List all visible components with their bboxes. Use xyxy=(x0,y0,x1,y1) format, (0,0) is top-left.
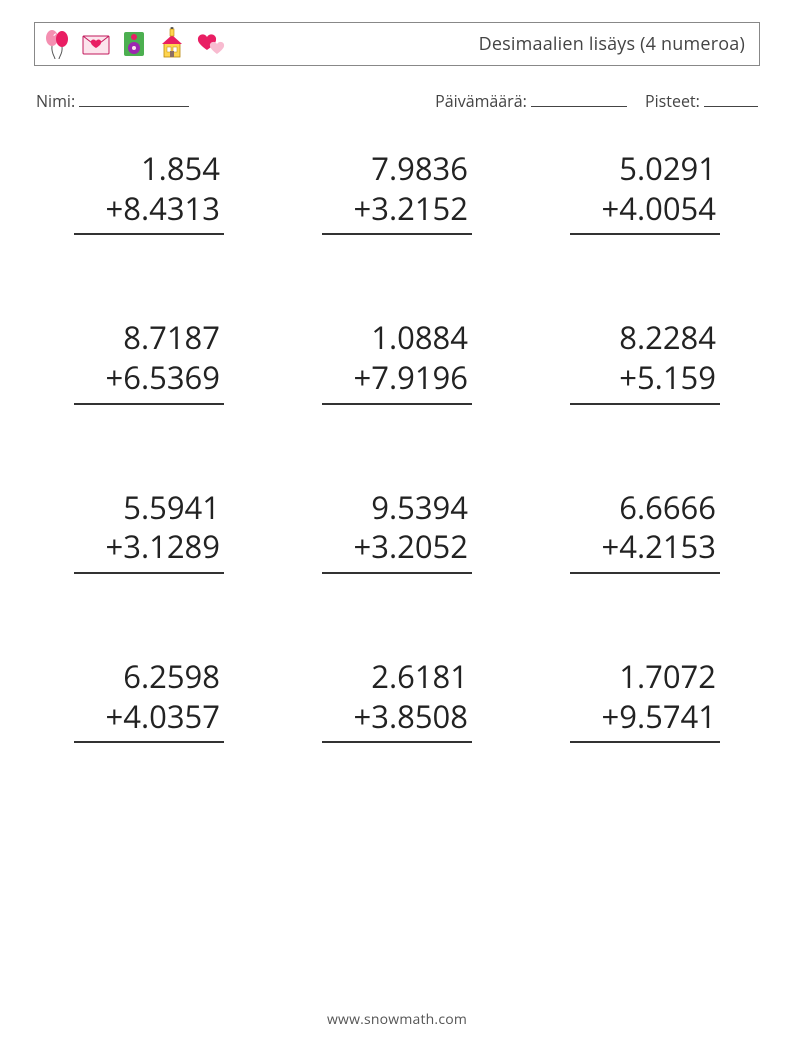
problem: 6.6666+4.2153 xyxy=(556,489,734,574)
addend-top: 2.6181 xyxy=(326,658,468,698)
addend-bottom: +4.2153 xyxy=(574,528,716,568)
addition-problem: 9.5394+3.2052 xyxy=(322,489,472,574)
icon-strip xyxy=(41,27,227,61)
problem: 8.7187+6.5369 xyxy=(60,319,238,404)
addition-problem: 7.9836+3.2152 xyxy=(322,150,472,235)
addend-top: 8.2284 xyxy=(574,319,716,359)
addend-bottom: +5.159 xyxy=(574,359,716,399)
date-field: Päivämäärä: xyxy=(435,90,627,112)
envelope-icon xyxy=(79,27,113,61)
score-blank[interactable] xyxy=(704,91,758,107)
addend-top: 5.0291 xyxy=(574,150,716,190)
meta-row: Nimi: Päivämäärä: Pisteet: xyxy=(34,90,760,112)
worksheet-title: Desimaalien lisäys (4 numeroa) xyxy=(479,32,745,56)
addition-problem: 1.7072+9.5741 xyxy=(570,658,720,743)
addend-bottom: +7.9196 xyxy=(326,359,468,399)
addition-problem: 1.0884+7.9196 xyxy=(322,319,472,404)
score-field: Pisteet: xyxy=(645,90,758,112)
problem: 7.9836+3.2152 xyxy=(308,150,486,235)
problem: 9.5394+3.2052 xyxy=(308,489,486,574)
addend-top: 1.0884 xyxy=(326,319,468,359)
problem: 6.2598+4.0357 xyxy=(60,658,238,743)
addend-top: 8.7187 xyxy=(78,319,220,359)
addition-problem: 5.0291+4.0054 xyxy=(570,150,720,235)
date-label: Päivämäärä: xyxy=(435,90,527,112)
hearts-icon xyxy=(193,27,227,61)
addend-bottom: +9.5741 xyxy=(574,698,716,738)
addend-top: 9.5394 xyxy=(326,489,468,529)
addition-problem: 2.6181+3.8508 xyxy=(322,658,472,743)
addend-bottom: +3.8508 xyxy=(326,698,468,738)
addend-top: 5.5941 xyxy=(78,489,220,529)
addition-problem: 5.5941+3.1289 xyxy=(74,489,224,574)
addition-problem: 8.2284+5.159 xyxy=(570,319,720,404)
addend-bottom: +3.2152 xyxy=(326,190,468,230)
addend-bottom: +8.4313 xyxy=(78,190,220,230)
problem: 8.2284+5.159 xyxy=(556,319,734,404)
addend-bottom: +3.1289 xyxy=(78,528,220,568)
addition-problem: 6.6666+4.2153 xyxy=(570,489,720,574)
name-field: Nimi: xyxy=(36,90,189,112)
addition-problem: 8.7187+6.5369 xyxy=(74,319,224,404)
addend-top: 7.9836 xyxy=(326,150,468,190)
date-blank[interactable] xyxy=(531,91,627,107)
addition-problem: 6.2598+4.0357 xyxy=(74,658,224,743)
addition-problem: 1.854+8.4313 xyxy=(74,150,224,235)
footer-url: www.snowmath.com xyxy=(0,1010,794,1029)
meta-right: Päivämäärä: Pisteet: xyxy=(435,90,758,112)
meta-left: Nimi: xyxy=(36,90,189,112)
addend-top: 1.854 xyxy=(78,150,220,190)
name-blank[interactable] xyxy=(79,91,189,107)
addend-bottom: +3.2052 xyxy=(326,528,468,568)
addend-bottom: +6.5369 xyxy=(78,359,220,399)
problem: 1.0884+7.9196 xyxy=(308,319,486,404)
problem: 1.854+8.4313 xyxy=(60,150,238,235)
score-label: Pisteet: xyxy=(645,90,700,112)
addend-top: 1.7072 xyxy=(574,658,716,698)
speaker-icon xyxy=(117,27,151,61)
header-bar: Desimaalien lisäys (4 numeroa) xyxy=(34,22,760,66)
problems-grid: 1.854+8.4313 7.9836+3.2152 5.0291+4.0054 8.… xyxy=(34,150,760,743)
worksheet-page: Desimaalien lisäys (4 numeroa) Nimi: Päi… xyxy=(0,0,794,1053)
church-icon xyxy=(155,27,189,61)
addend-bottom: +4.0357 xyxy=(78,698,220,738)
addend-top: 6.6666 xyxy=(574,489,716,529)
problem: 1.7072+9.5741 xyxy=(556,658,734,743)
balloons-icon xyxy=(41,27,75,61)
problem: 5.0291+4.0054 xyxy=(556,150,734,235)
addend-bottom: +4.0054 xyxy=(574,190,716,230)
problem: 2.6181+3.8508 xyxy=(308,658,486,743)
addend-top: 6.2598 xyxy=(78,658,220,698)
problem: 5.5941+3.1289 xyxy=(60,489,238,574)
name-label: Nimi: xyxy=(36,90,75,112)
